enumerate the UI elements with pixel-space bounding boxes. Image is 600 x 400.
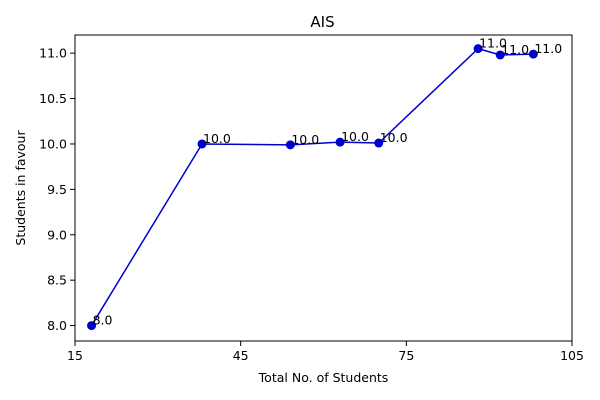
- data-point: [495, 50, 505, 60]
- data-point: [197, 139, 207, 149]
- data-label: 11.0: [534, 41, 562, 56]
- data-point: [87, 321, 97, 331]
- data-label: 11.0: [501, 42, 529, 57]
- y-tick-label: 8.0: [47, 318, 67, 333]
- data-point: [528, 49, 538, 59]
- x-axis-label: Total No. of Students: [258, 370, 389, 385]
- y-tick-label: 11.0: [39, 46, 67, 61]
- data-label: 8.0: [93, 313, 113, 328]
- y-tick-label: 8.5: [47, 273, 67, 288]
- data-point: [285, 140, 295, 150]
- data-point: [335, 137, 345, 147]
- data-point: [374, 138, 384, 148]
- x-tick-label: 45: [233, 348, 249, 363]
- data-label: 10.0: [380, 130, 408, 145]
- data-point: [473, 44, 483, 54]
- x-tick-label: 75: [398, 348, 414, 363]
- x-axis-ticks: 15 45 75 105: [67, 341, 584, 363]
- data-label: 10.0: [291, 132, 319, 147]
- data-label: 10.0: [341, 129, 369, 144]
- y-tick-label: 9.5: [47, 182, 67, 197]
- y-tick-label: 10.5: [39, 91, 67, 106]
- data-label: 11.0: [479, 36, 507, 51]
- chart-title: AIS: [310, 13, 334, 31]
- y-axis-label: Students in favour: [13, 130, 28, 246]
- plot-area-frame: [74, 34, 573, 342]
- y-tick-label: 9.0: [47, 227, 67, 242]
- data-label: 10.0: [203, 131, 231, 146]
- series-line: [90, 47, 534, 326]
- x-tick-label: 105: [560, 348, 584, 363]
- y-axis-ticks: 8.0 8.5 9.0 9.5 10.0 10.5 11.0: [39, 46, 75, 333]
- series-group: 8.010.0 10.0 10.0 10.011.011.0 11.0: [87, 36, 562, 331]
- y-tick-label: 10.0: [39, 136, 67, 151]
- x-tick-label: 15: [67, 348, 83, 363]
